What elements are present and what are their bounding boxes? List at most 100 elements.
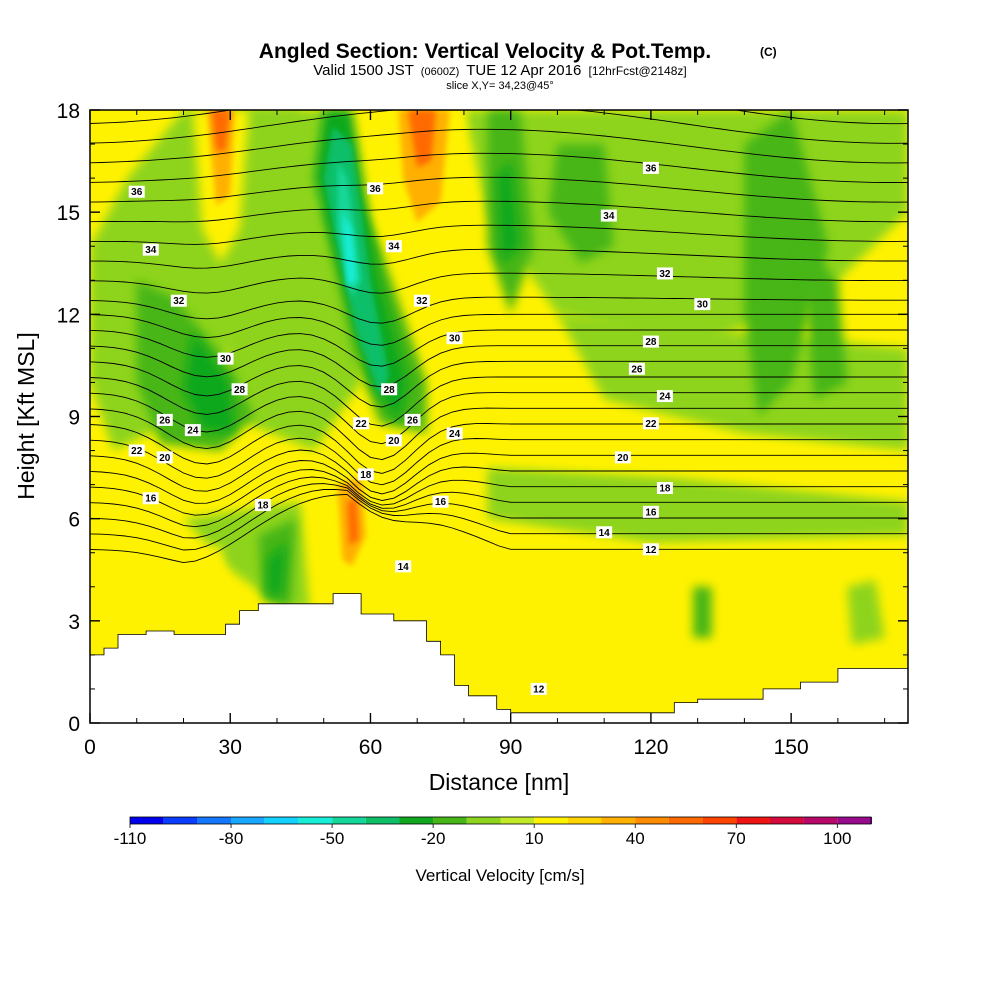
- contour-label-bg: [642, 161, 659, 174]
- valid-date: TUE 12 Apr 2016: [466, 62, 581, 79]
- contour-label-bg: [142, 492, 159, 505]
- isentrope-line: [90, 128, 908, 164]
- colorbar-swatch: [871, 817, 872, 824]
- contour-label: 12: [530, 682, 547, 695]
- colorbar-swatch: [702, 817, 737, 824]
- y-tick-label: 3: [68, 611, 80, 634]
- contour-label: 36: [128, 185, 145, 198]
- isentrope-line: [90, 224, 908, 245]
- copyright-mark: (C): [760, 45, 777, 59]
- slice-info: slice X,Y= 34,23@45°: [446, 80, 554, 92]
- contour-label-bg: [642, 335, 659, 348]
- x-axis-title: Distance [nm]: [429, 769, 570, 795]
- contour-label: 24: [446, 427, 463, 440]
- velocity-cell: [496, 161, 520, 264]
- colorbar-label: 70: [727, 829, 746, 848]
- isentrope-line: [90, 392, 908, 445]
- colorbar-swatch: [635, 817, 669, 824]
- contour-label-text: 32: [659, 269, 671, 280]
- x-tick-label: 150: [774, 736, 809, 759]
- velocity-cell: [342, 212, 357, 288]
- contour-label-bg: [156, 451, 173, 464]
- contour-label-bg: [656, 267, 673, 280]
- colorbar-swatch: [365, 817, 400, 824]
- contour-label-text: 32: [173, 296, 185, 307]
- velocity-cell: [693, 586, 712, 638]
- isentrope-line: [90, 176, 908, 203]
- contour-label-bg: [128, 185, 145, 198]
- isentrope-line: [90, 152, 908, 183]
- colorbar-swatch: [466, 817, 501, 824]
- colorbar-label: 40: [626, 829, 645, 848]
- contour-label-bg: [656, 390, 673, 403]
- isentrope-line: [90, 360, 908, 408]
- contour-label-text: 20: [617, 453, 629, 464]
- colorbar-swatch: [736, 817, 770, 824]
- isentrope-line: [90, 376, 908, 427]
- colorbar-swatch: [197, 817, 232, 824]
- isentrope-line: [90, 313, 908, 346]
- contour-label-bg: [404, 413, 421, 426]
- colorbar-swatch: [567, 817, 602, 824]
- contour-label-bg: [628, 362, 645, 375]
- contour-label-bg: [385, 240, 402, 253]
- contour-label-bg: [184, 424, 201, 437]
- isentrope-line: [90, 248, 908, 269]
- x-tick-label: 120: [633, 736, 668, 759]
- chart-title: Angled Section: Vertical Velocity & Pot.…: [259, 40, 711, 63]
- contour-label-text: 24: [449, 429, 461, 440]
- velocity-cell: [113, 525, 175, 628]
- contour-label-text: 22: [356, 419, 368, 430]
- x-tick-label: 30: [219, 736, 242, 759]
- contour-label: 26: [156, 413, 173, 426]
- contour-label-text: 30: [220, 354, 232, 365]
- contour-label: 34: [600, 209, 617, 222]
- contour-label: 28: [642, 335, 659, 348]
- contour-label-bg: [446, 332, 463, 345]
- contour-label-text: 18: [659, 484, 671, 495]
- isentrope-line: [90, 493, 908, 564]
- contour-label-text: 18: [360, 470, 372, 481]
- contour-label-bg: [170, 294, 187, 307]
- velocity-cell: [847, 580, 885, 645]
- y-tick-label: 18: [57, 100, 80, 123]
- isentrope-line: [90, 483, 908, 539]
- isentrope-line: [90, 476, 908, 528]
- contour-label-bg: [381, 383, 398, 396]
- contour-label-text: 36: [131, 187, 143, 198]
- colorbar-swatch: [163, 817, 198, 824]
- isentrope-line: [90, 469, 908, 516]
- contour-label: 20: [614, 451, 631, 464]
- contour-label: 30: [217, 352, 234, 365]
- colorbar: -110 -80 -50 -20 10 40 70 100: [114, 816, 872, 848]
- contour-label: 28: [231, 383, 248, 396]
- colorbar-title: Vertical Velocity [cm/s]: [415, 866, 584, 885]
- contour-label: 18: [254, 499, 271, 512]
- contour-label-text: 16: [435, 497, 447, 508]
- valid-utc: (0600Z): [421, 66, 460, 78]
- isentrope-line: [90, 449, 908, 495]
- x-tick-label: 60: [359, 736, 382, 759]
- contour-label: 14: [596, 526, 613, 539]
- isentrope-line: [90, 488, 908, 551]
- contour-label: 20: [385, 434, 402, 447]
- x-tick-label: 0: [84, 736, 96, 759]
- contour-labels: 36 34 32 30 28 26 24 22 20 16 18 36 34 32 30 28 22 26 20 24…: [128, 161, 711, 695]
- contour-label: 30: [446, 332, 463, 345]
- contour-label-bg: [413, 294, 430, 307]
- isentrope-line: [90, 460, 908, 504]
- colorbar-label: 10: [525, 829, 544, 848]
- colorbar-swatch: [803, 817, 838, 824]
- contour-label-bg: [614, 451, 631, 464]
- contour-label-text: 34: [388, 242, 400, 253]
- contour-label-bg: [128, 444, 145, 457]
- contour-label-text: 16: [645, 507, 657, 518]
- isentrope-line: [90, 94, 908, 104]
- contour-label: 18: [656, 482, 673, 495]
- isentrope-line: [90, 110, 908, 125]
- contour-label: 16: [432, 495, 449, 508]
- contour-label-text: 30: [449, 334, 461, 345]
- contour-label-bg: [254, 499, 271, 512]
- contour-label: 22: [353, 417, 370, 430]
